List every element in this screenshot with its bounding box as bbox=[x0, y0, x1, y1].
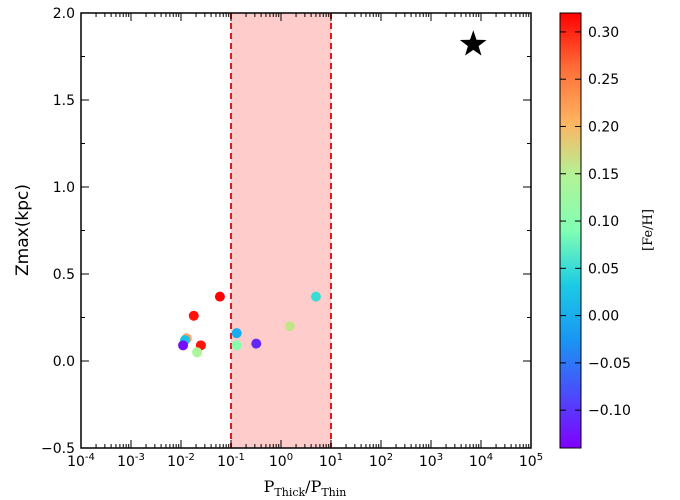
data-point bbox=[310, 291, 321, 302]
y-axis-title: Zmax(kpc) bbox=[13, 184, 33, 276]
y-tick-label: 1.0 bbox=[53, 180, 75, 196]
data-point bbox=[178, 340, 189, 351]
data-point bbox=[214, 291, 225, 302]
colorbar-tick-label: −0.05 bbox=[588, 356, 631, 372]
data-point bbox=[192, 347, 203, 358]
x-tick-label: 10-3 bbox=[117, 452, 145, 470]
y-tick-label: 0.5 bbox=[53, 267, 75, 283]
data-point bbox=[284, 321, 295, 332]
y-tick-label: −0.5 bbox=[41, 441, 75, 457]
colorbar-tick-label: 0.15 bbox=[588, 167, 619, 183]
y-tick-label: 1.5 bbox=[53, 93, 75, 109]
star-marker bbox=[459, 30, 487, 56]
x-tick-label: 105 bbox=[519, 452, 543, 470]
axes: −0.5 0.0 0.5 1.0 1.5 2.0 10-4 10-3 10-2 10-1 100 10… bbox=[41, 6, 543, 470]
colorbar-tick-label: −0.10 bbox=[588, 403, 631, 419]
x-tick-label: 10-4 bbox=[67, 452, 95, 470]
data-point bbox=[231, 328, 242, 339]
data-point bbox=[188, 310, 199, 321]
colorbar-tick-label: 0.25 bbox=[588, 72, 619, 88]
x-tick-label: 104 bbox=[469, 452, 493, 470]
x-axis-title: PThick/PThin bbox=[264, 477, 347, 499]
colorbar bbox=[559, 12, 582, 449]
data-point bbox=[251, 338, 262, 349]
colorbar-tick-label: 0.30 bbox=[588, 25, 619, 41]
y-axis-label: Zmax(kpc) bbox=[13, 184, 33, 276]
colorbar-tick-label: 0.05 bbox=[588, 261, 619, 277]
y-tick-label: 2.0 bbox=[53, 6, 75, 22]
shaded-region bbox=[231, 13, 331, 448]
data-point bbox=[231, 340, 242, 351]
colorbar-label: [Fe/H] bbox=[641, 209, 656, 251]
x-tick-label: 10-2 bbox=[167, 452, 195, 470]
x-tick-label: 101 bbox=[319, 452, 343, 470]
x-tick-label: 102 bbox=[369, 452, 393, 470]
y-tick-label: 0.0 bbox=[53, 354, 75, 370]
colorbar-tick-label: 0.20 bbox=[588, 119, 619, 135]
colorbar-tick-label: 0.10 bbox=[588, 214, 619, 230]
plot-area bbox=[178, 13, 487, 448]
x-tick-label: 103 bbox=[419, 452, 443, 470]
x-tick-label: 100 bbox=[269, 452, 293, 470]
colorbar-title: [Fe/H] bbox=[641, 209, 656, 251]
colorbar-ticks: −0.10 −0.05 0.00 0.05 0.10 0.15 0.20 0.25 0.30 bbox=[560, 25, 631, 419]
x-tick-label: 10-1 bbox=[217, 452, 245, 470]
colorbar-tick-label: 0.00 bbox=[588, 309, 619, 325]
